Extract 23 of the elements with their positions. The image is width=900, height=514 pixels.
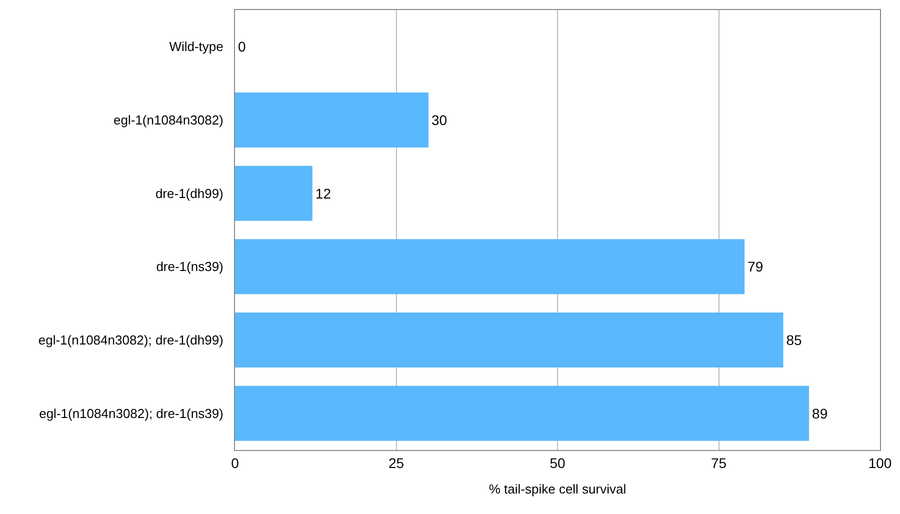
x-axis-title: % tail-spike cell survival xyxy=(488,481,626,496)
bar xyxy=(235,312,784,368)
data-label: 12 xyxy=(315,185,332,202)
y-tick-label: egl-1(n1084n3082) xyxy=(114,112,224,128)
bar xyxy=(235,166,312,221)
data-label: 89 xyxy=(812,405,828,422)
y-tick-label: dre-1(ns39) xyxy=(156,259,224,274)
data-label: 0 xyxy=(238,38,246,55)
y-tick-label: egl-1(n1084n3082); dre-1(ns39) xyxy=(39,406,224,421)
bar xyxy=(235,386,810,441)
data-label: 85 xyxy=(786,332,802,348)
data-label: 79 xyxy=(748,258,764,275)
x-tick-label: 100 xyxy=(868,454,892,471)
y-tick-label: dre-1(dh99) xyxy=(155,186,224,201)
x-tick-label: 0 xyxy=(231,454,240,471)
x-tick-label: 75 xyxy=(710,454,727,471)
y-tick-label: Wild-type xyxy=(169,39,224,54)
bar xyxy=(235,92,428,148)
data-label: 30 xyxy=(432,112,448,128)
bar xyxy=(235,239,745,294)
y-tick-label: egl-1(n1084n3082); dre-1(dh99) xyxy=(38,332,224,348)
x-tick-label: 25 xyxy=(388,454,404,471)
x-tick-label: 50 xyxy=(550,454,566,471)
